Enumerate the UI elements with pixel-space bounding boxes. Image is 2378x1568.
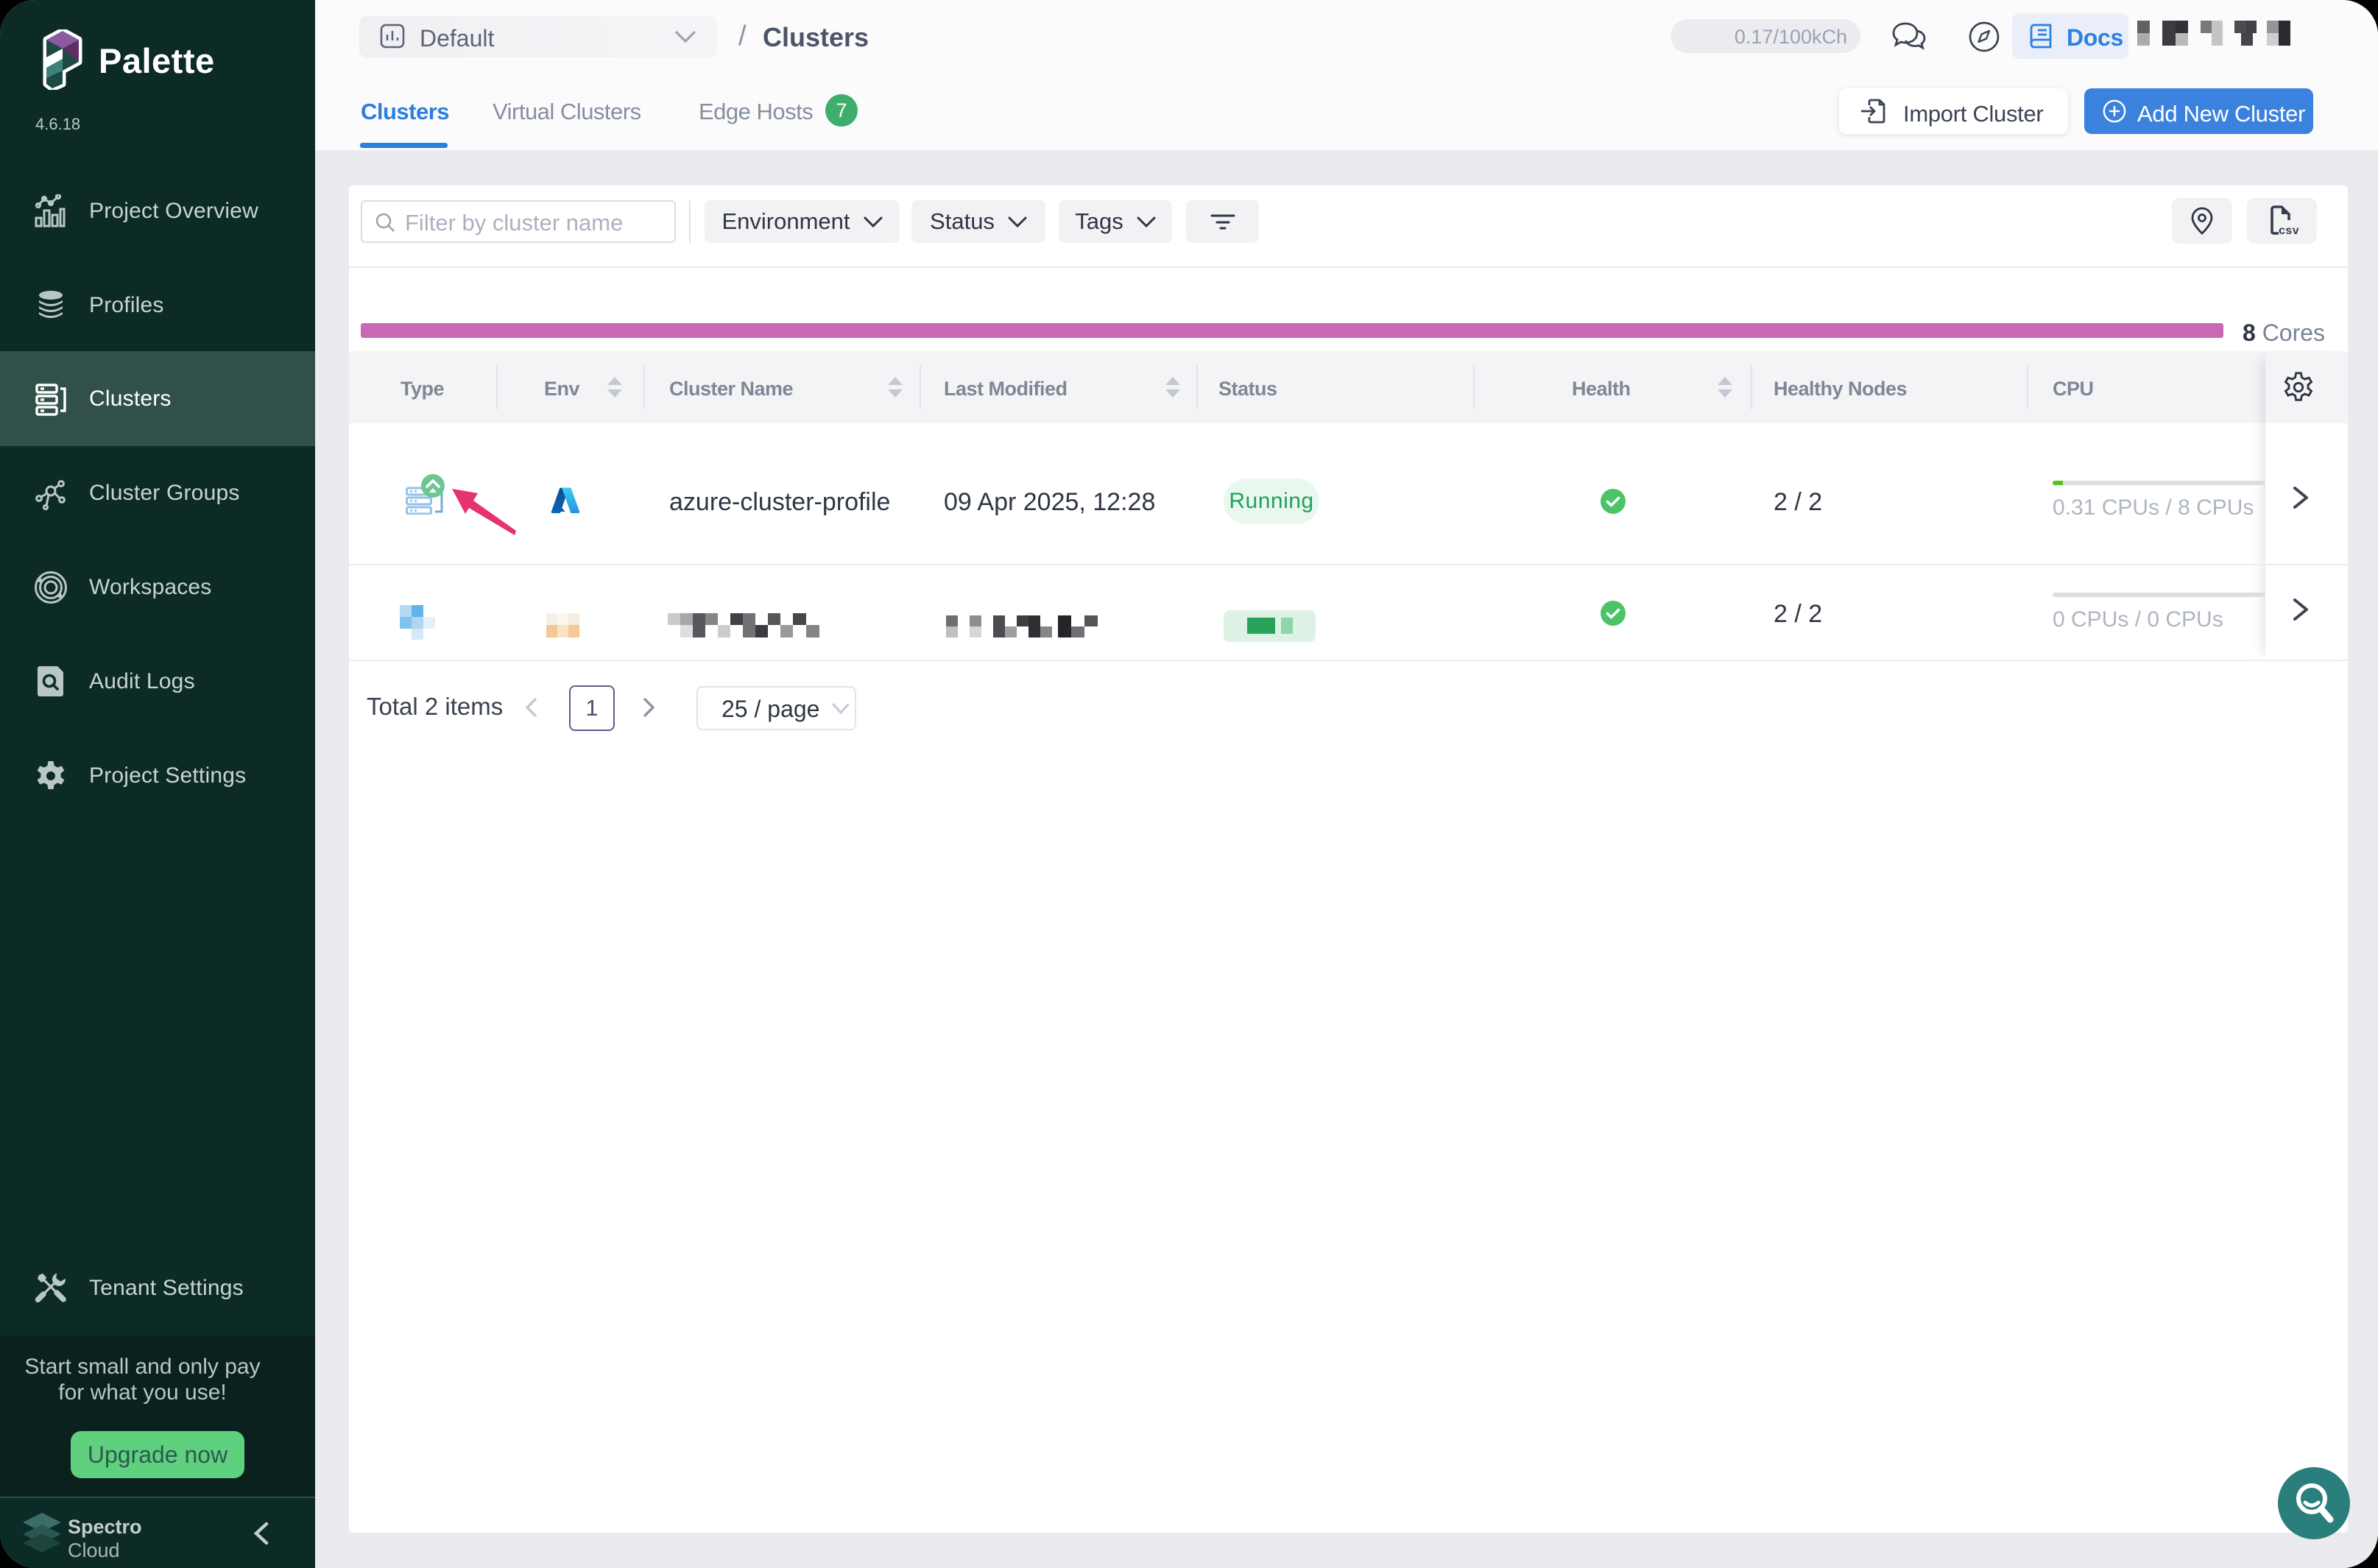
svg-text:csv: csv [2279, 225, 2298, 237]
